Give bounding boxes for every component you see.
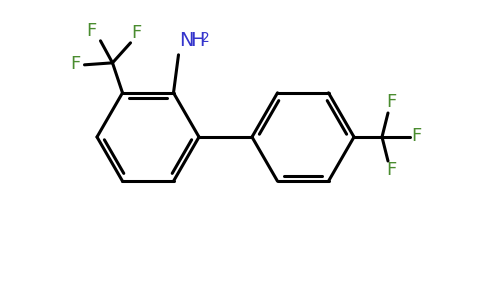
Text: F: F xyxy=(87,22,97,40)
Text: F: F xyxy=(386,93,396,111)
Text: H: H xyxy=(191,31,205,50)
Text: F: F xyxy=(411,127,421,145)
Text: N: N xyxy=(180,31,194,50)
Text: F: F xyxy=(71,55,81,73)
Text: 2: 2 xyxy=(201,31,210,45)
Text: F: F xyxy=(132,24,142,42)
Text: F: F xyxy=(386,161,396,179)
